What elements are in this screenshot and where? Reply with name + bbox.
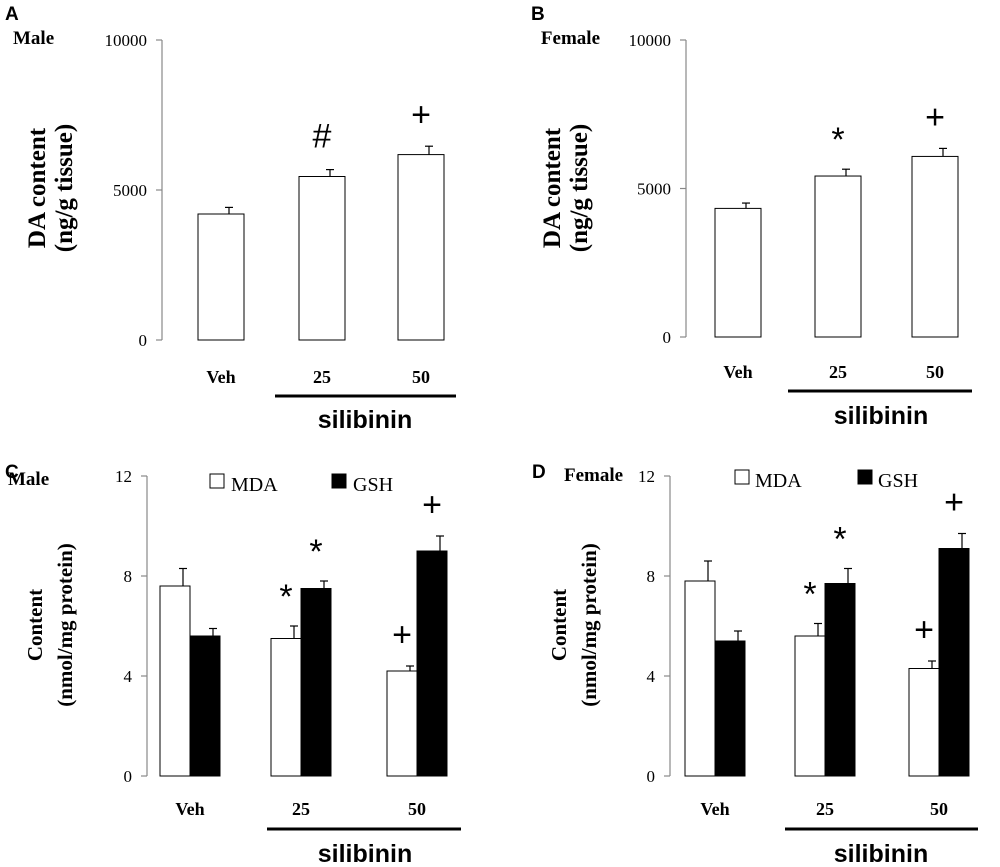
bar-da-50: [911, 155, 959, 338]
y-tick-label: 12: [115, 467, 132, 486]
significance-mark: +: [914, 611, 934, 649]
bar-da-25: [298, 176, 346, 341]
x-tick-label: 25: [313, 367, 331, 387]
bar-gsh-25: [300, 588, 332, 777]
y-axis-label-line1: Content: [547, 589, 571, 661]
group-label: silibinin: [318, 406, 412, 434]
sex-label: Male: [13, 28, 54, 49]
x-tick-label: Veh: [723, 362, 752, 382]
y-axis-label-line2: (ng/g tissue): [566, 124, 593, 252]
y-axis-label-line2: (ng/g tissue): [51, 124, 78, 252]
x-tick-label: 50: [926, 362, 944, 382]
x-tick-label: 50: [412, 367, 430, 387]
y-axis-label-line2: (nmol/mg protein): [577, 543, 601, 707]
significance-mark: #: [313, 118, 332, 156]
x-tick-label: 50: [930, 799, 948, 819]
significance-mark: *: [279, 578, 292, 616]
panel-a: A Male 0 5000 10000 DA content (ng/g tissue) Ve…: [5, 4, 456, 434]
group-label: silibinin: [318, 840, 412, 867]
significance-mark: +: [411, 96, 431, 134]
bar-gsh-veh: [714, 640, 746, 777]
significance-mark: *: [309, 533, 322, 571]
x-tick-label: 25: [292, 799, 310, 819]
bar-da-veh: [714, 207, 762, 338]
x-tick-label: 25: [829, 362, 847, 382]
y-tick-label: 8: [124, 567, 133, 586]
y-tick-label: 4: [647, 667, 656, 686]
panel-b: B Female 0 5000 10000 DA content (ng/g tissue)…: [531, 4, 972, 430]
significance-mark: +: [925, 98, 945, 136]
bar-gsh-50: [938, 548, 970, 777]
y-tick-label: 0: [647, 767, 656, 786]
sex-label: Female: [541, 28, 600, 49]
y-axis-label-line1: DA content: [24, 127, 51, 248]
significance-mark: +: [422, 486, 442, 524]
y-tick-label: 0: [124, 767, 133, 786]
sex-label: Female: [564, 465, 623, 486]
panel-letter: D: [532, 462, 546, 483]
y-tick-label: 8: [647, 567, 656, 586]
x-tick-label: 50: [408, 799, 426, 819]
group-label: silibinin: [834, 840, 928, 867]
y-tick-label: 4: [124, 667, 133, 686]
bar-mda-50: [908, 668, 940, 777]
significance-mark: *: [803, 576, 816, 614]
legend-label-gsh: GSH: [353, 474, 393, 496]
bar-mda-veh: [159, 585, 191, 777]
legend-label-mda: MDA: [755, 470, 802, 492]
y-axis-label-line1: DA content: [539, 127, 566, 248]
panel-d: D Female 0 4 8 12 Content (nmol/mg protein) Veh 2…: [532, 462, 978, 867]
x-tick-label: Veh: [206, 367, 235, 387]
y-tick-label: 10000: [629, 31, 672, 50]
bar-da-50: [397, 154, 445, 341]
y-tick-label: 12: [638, 467, 655, 486]
x-tick-label: Veh: [700, 799, 729, 819]
significance-mark: *: [833, 521, 846, 559]
bar-da-25: [814, 175, 862, 338]
y-tick-label: 0: [663, 328, 672, 347]
bar-mda-25: [270, 638, 302, 777]
sex-label: Male: [8, 469, 49, 490]
y-tick-label: 10000: [105, 31, 148, 50]
y-tick-label: 5000: [113, 181, 147, 200]
x-tick-label: 25: [816, 799, 834, 819]
group-label: silibinin: [834, 402, 928, 430]
y-axis-label-line1: Content: [23, 589, 47, 661]
bar-gsh-25: [824, 583, 856, 777]
bar-gsh-50: [416, 550, 448, 777]
significance-mark: +: [392, 616, 412, 654]
y-tick-label: 0: [139, 331, 148, 350]
panel-letter: C: [5, 462, 19, 483]
panel-letter: B: [531, 4, 545, 25]
legend-swatch-gsh: [857, 469, 873, 485]
bar-mda-veh: [684, 580, 716, 777]
legend-swatch-mda: [209, 473, 225, 489]
bar-gsh-veh: [189, 635, 221, 777]
significance-mark: +: [944, 484, 964, 522]
y-tick-label: 5000: [637, 180, 671, 199]
bar-mda-25: [794, 635, 826, 777]
bar-da-veh: [197, 213, 245, 341]
legend-swatch-mda: [734, 469, 750, 485]
panel-letter: A: [5, 4, 19, 25]
y-axis-label-line2: (nmol/mg protein): [53, 543, 77, 707]
legend-label-mda: MDA: [231, 474, 278, 496]
legend-label-gsh: GSH: [878, 470, 918, 492]
legend-swatch-gsh: [331, 473, 347, 489]
x-tick-label: Veh: [175, 799, 204, 819]
bar-mda-50: [386, 670, 418, 777]
significance-mark: *: [831, 121, 844, 159]
